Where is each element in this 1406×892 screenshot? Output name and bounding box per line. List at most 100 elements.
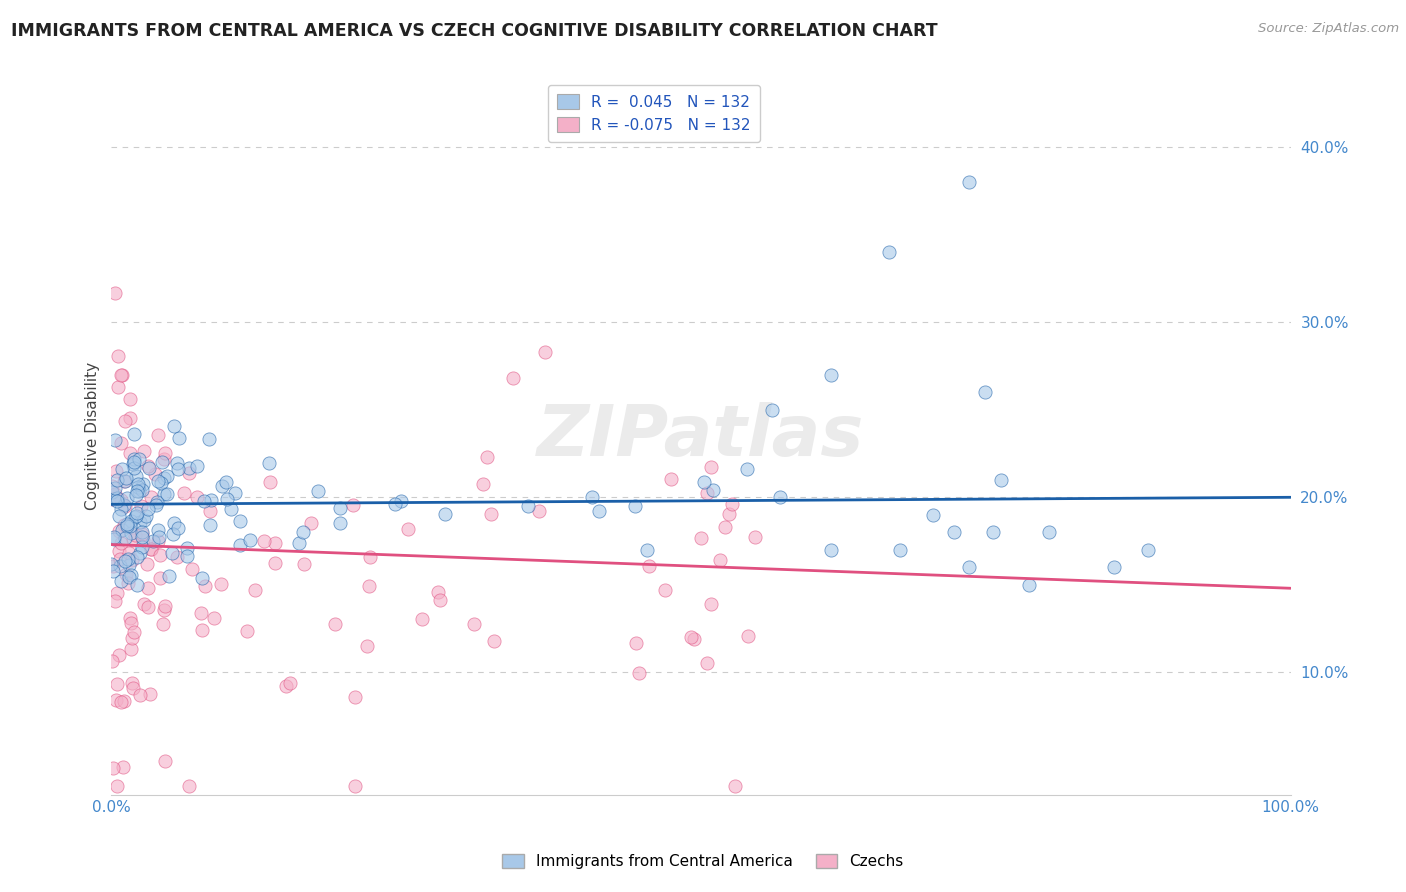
Point: [105, 677, 128, 691]
Point: [145, 467, 167, 481]
Point: [288, 536, 311, 550]
Point: [259, 475, 281, 490]
Point: [820, 542, 842, 557]
Point: [257, 456, 280, 470]
Point: [229, 538, 252, 552]
Point: [122, 625, 145, 640]
Point: [118, 446, 141, 460]
Point: [389, 494, 412, 508]
Point: [112, 474, 135, 488]
Point: [125, 468, 148, 483]
Point: [138, 461, 160, 475]
Point: [138, 458, 160, 473]
Point: [146, 474, 169, 488]
Point: [118, 570, 141, 584]
Point: [502, 371, 524, 385]
Point: [125, 577, 148, 591]
Point: [120, 642, 142, 657]
Point: [115, 517, 138, 532]
Point: [117, 551, 139, 566]
Point: [717, 508, 740, 522]
Point: [534, 345, 557, 359]
Point: [155, 599, 177, 614]
Point: [943, 525, 966, 540]
Point: [167, 462, 190, 476]
Point: [148, 523, 170, 537]
Point: [149, 475, 172, 490]
Point: [135, 558, 157, 572]
Point: [921, 508, 943, 522]
Point: [628, 666, 651, 681]
Point: [121, 631, 143, 645]
Point: [153, 471, 176, 485]
Point: [131, 483, 153, 497]
Y-axis label: Cognitive Disability: Cognitive Disability: [86, 362, 100, 510]
Point: [100, 557, 122, 571]
Point: [127, 550, 149, 565]
Point: [146, 533, 169, 548]
Point: [105, 464, 128, 478]
Point: [111, 368, 134, 383]
Point: [101, 564, 124, 578]
Point: [179, 461, 201, 475]
Point: [115, 518, 138, 533]
Point: [100, 492, 122, 507]
Point: [104, 285, 127, 300]
Point: [153, 486, 176, 500]
Point: [1018, 578, 1040, 592]
Point: [110, 368, 132, 383]
Point: [131, 525, 153, 540]
Point: [292, 524, 315, 539]
Point: [411, 612, 433, 626]
Point: [693, 475, 716, 489]
Point: [110, 695, 132, 709]
Point: [120, 611, 142, 625]
Point: [176, 541, 198, 555]
Point: [131, 527, 153, 541]
Point: [659, 472, 682, 486]
Point: [101, 654, 124, 668]
Point: [463, 616, 485, 631]
Point: [156, 469, 179, 483]
Point: [343, 690, 366, 704]
Point: [236, 624, 259, 639]
Point: [112, 694, 135, 708]
Point: [120, 392, 142, 406]
Point: [122, 455, 145, 469]
Point: [110, 501, 132, 516]
Point: [121, 681, 143, 695]
Point: [472, 477, 495, 491]
Point: [737, 629, 759, 643]
Point: [112, 498, 135, 512]
Point: [128, 451, 150, 466]
Point: [112, 517, 135, 532]
Point: [127, 477, 149, 491]
Point: [104, 593, 127, 607]
Point: [990, 473, 1012, 487]
Point: [709, 552, 731, 566]
Point: [1038, 525, 1060, 540]
Point: [146, 428, 169, 442]
Legend: R =  0.045   N = 132, R = -0.075   N = 132: R = 0.045 N = 132, R = -0.075 N = 132: [548, 85, 759, 142]
Point: [121, 676, 143, 690]
Point: [264, 556, 287, 570]
Point: [683, 632, 706, 646]
Point: [132, 476, 155, 491]
Point: [131, 530, 153, 544]
Point: [181, 562, 204, 576]
Point: [200, 492, 222, 507]
Point: [156, 486, 179, 500]
Point: [138, 502, 160, 516]
Point: [434, 508, 457, 522]
Point: [125, 506, 148, 520]
Point: [224, 486, 246, 500]
Point: [357, 579, 380, 593]
Point: [149, 548, 172, 562]
Point: [179, 467, 201, 481]
Point: [108, 551, 131, 566]
Point: [329, 500, 352, 515]
Point: [108, 508, 131, 523]
Point: [307, 484, 329, 499]
Point: [588, 504, 610, 518]
Text: Source: ZipAtlas.com: Source: ZipAtlas.com: [1258, 22, 1399, 36]
